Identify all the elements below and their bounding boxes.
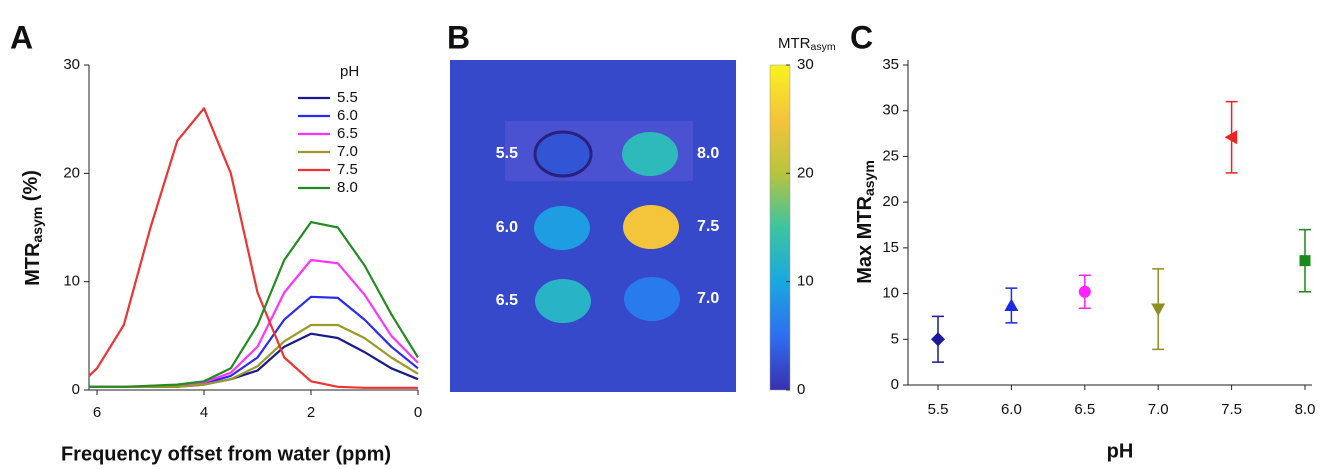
colorbar-tick-label: 0: [797, 381, 805, 398]
y-tick-label: 5: [891, 330, 899, 347]
y-axis-label: Max MTRasym: [854, 160, 877, 284]
tube-label: 7.0: [697, 290, 719, 307]
y-axis-label-part: Max MTR: [854, 195, 876, 283]
tube: [535, 132, 591, 176]
y-tick-label: 30: [882, 102, 899, 119]
phantom-background: [450, 60, 736, 392]
x-tick-label: 0: [414, 404, 422, 421]
y-tick-label: 10: [882, 285, 899, 302]
marker: [1004, 298, 1018, 311]
data-line: [89, 108, 418, 388]
marker: [1079, 286, 1091, 298]
y-tick-label: 10: [63, 273, 80, 290]
y-axis-label: MTRasym (%): [20, 170, 44, 286]
legend-label: 7.0: [337, 143, 358, 160]
tube: [623, 205, 679, 249]
y-tick-label: 20: [63, 164, 80, 181]
x-tick-label: 5.5: [928, 401, 949, 418]
colorbar-title-part: MTR: [778, 35, 811, 52]
legend-label: 7.5: [337, 161, 358, 178]
marker: [931, 332, 945, 346]
y-axis-label-part: asym: [29, 207, 45, 243]
y-axis-label-part: MTR: [22, 242, 44, 286]
panel-label: C: [850, 19, 873, 55]
x-tick-label: 4: [200, 404, 208, 421]
y-axis-label-part: asym: [861, 160, 877, 196]
x-tick-label: 6.5: [1074, 401, 1095, 418]
panel-label: A: [10, 19, 33, 55]
tube-label: 7.5: [697, 218, 719, 235]
y-tick-label: 0: [891, 376, 899, 393]
x-axis-label: Frequency offset from water (ppm): [61, 443, 391, 465]
marker: [1300, 255, 1311, 266]
x-tick-label: 2: [307, 404, 315, 421]
panel-label: B: [447, 19, 470, 55]
x-tick-label: 6.0: [1001, 401, 1022, 418]
x-tick-label: 7.0: [1148, 401, 1169, 418]
y-tick-label: 35: [882, 56, 899, 73]
colorbar-tick-label: 30: [797, 56, 814, 73]
y-tick-label: 25: [882, 147, 899, 164]
legend-title: pH: [340, 63, 359, 80]
y-tick-label: 20: [882, 193, 899, 210]
tube: [535, 279, 591, 323]
colorbar: [770, 65, 790, 390]
tube-label: 5.5: [496, 145, 518, 162]
tube-label: 6.5: [496, 292, 518, 309]
marker: [1151, 304, 1165, 317]
tube: [624, 277, 680, 321]
tube: [622, 132, 678, 176]
colorbar-tick-label: 20: [797, 164, 814, 181]
legend-label: 5.5: [337, 89, 358, 106]
y-tick-label: 0: [72, 381, 80, 398]
x-axis-label: pH: [1107, 440, 1134, 462]
data-line: [89, 325, 418, 387]
legend-label: 8.0: [337, 179, 358, 196]
tube-label: 6.0: [496, 219, 518, 236]
x-tick-label: 8.0: [1295, 401, 1316, 418]
y-tick-label: 15: [882, 239, 899, 256]
tube: [534, 206, 590, 250]
colorbar-title: MTRasym: [778, 35, 836, 53]
tube-label: 8.0: [697, 145, 719, 162]
x-tick-label: 6: [93, 404, 101, 421]
data-line: [89, 222, 418, 387]
legend-label: 6.0: [337, 107, 358, 124]
figure: A010203064205.56.06.57.07.58.0pHFrequenc…: [0, 0, 1325, 469]
colorbar-title-part: asym: [811, 41, 836, 53]
y-tick-label: 30: [63, 56, 80, 73]
legend-label: 6.5: [337, 125, 358, 142]
colorbar-tick-label: 10: [797, 273, 814, 290]
x-tick-label: 7.5: [1221, 401, 1242, 418]
y-axis-label-part: (%): [20, 170, 42, 207]
